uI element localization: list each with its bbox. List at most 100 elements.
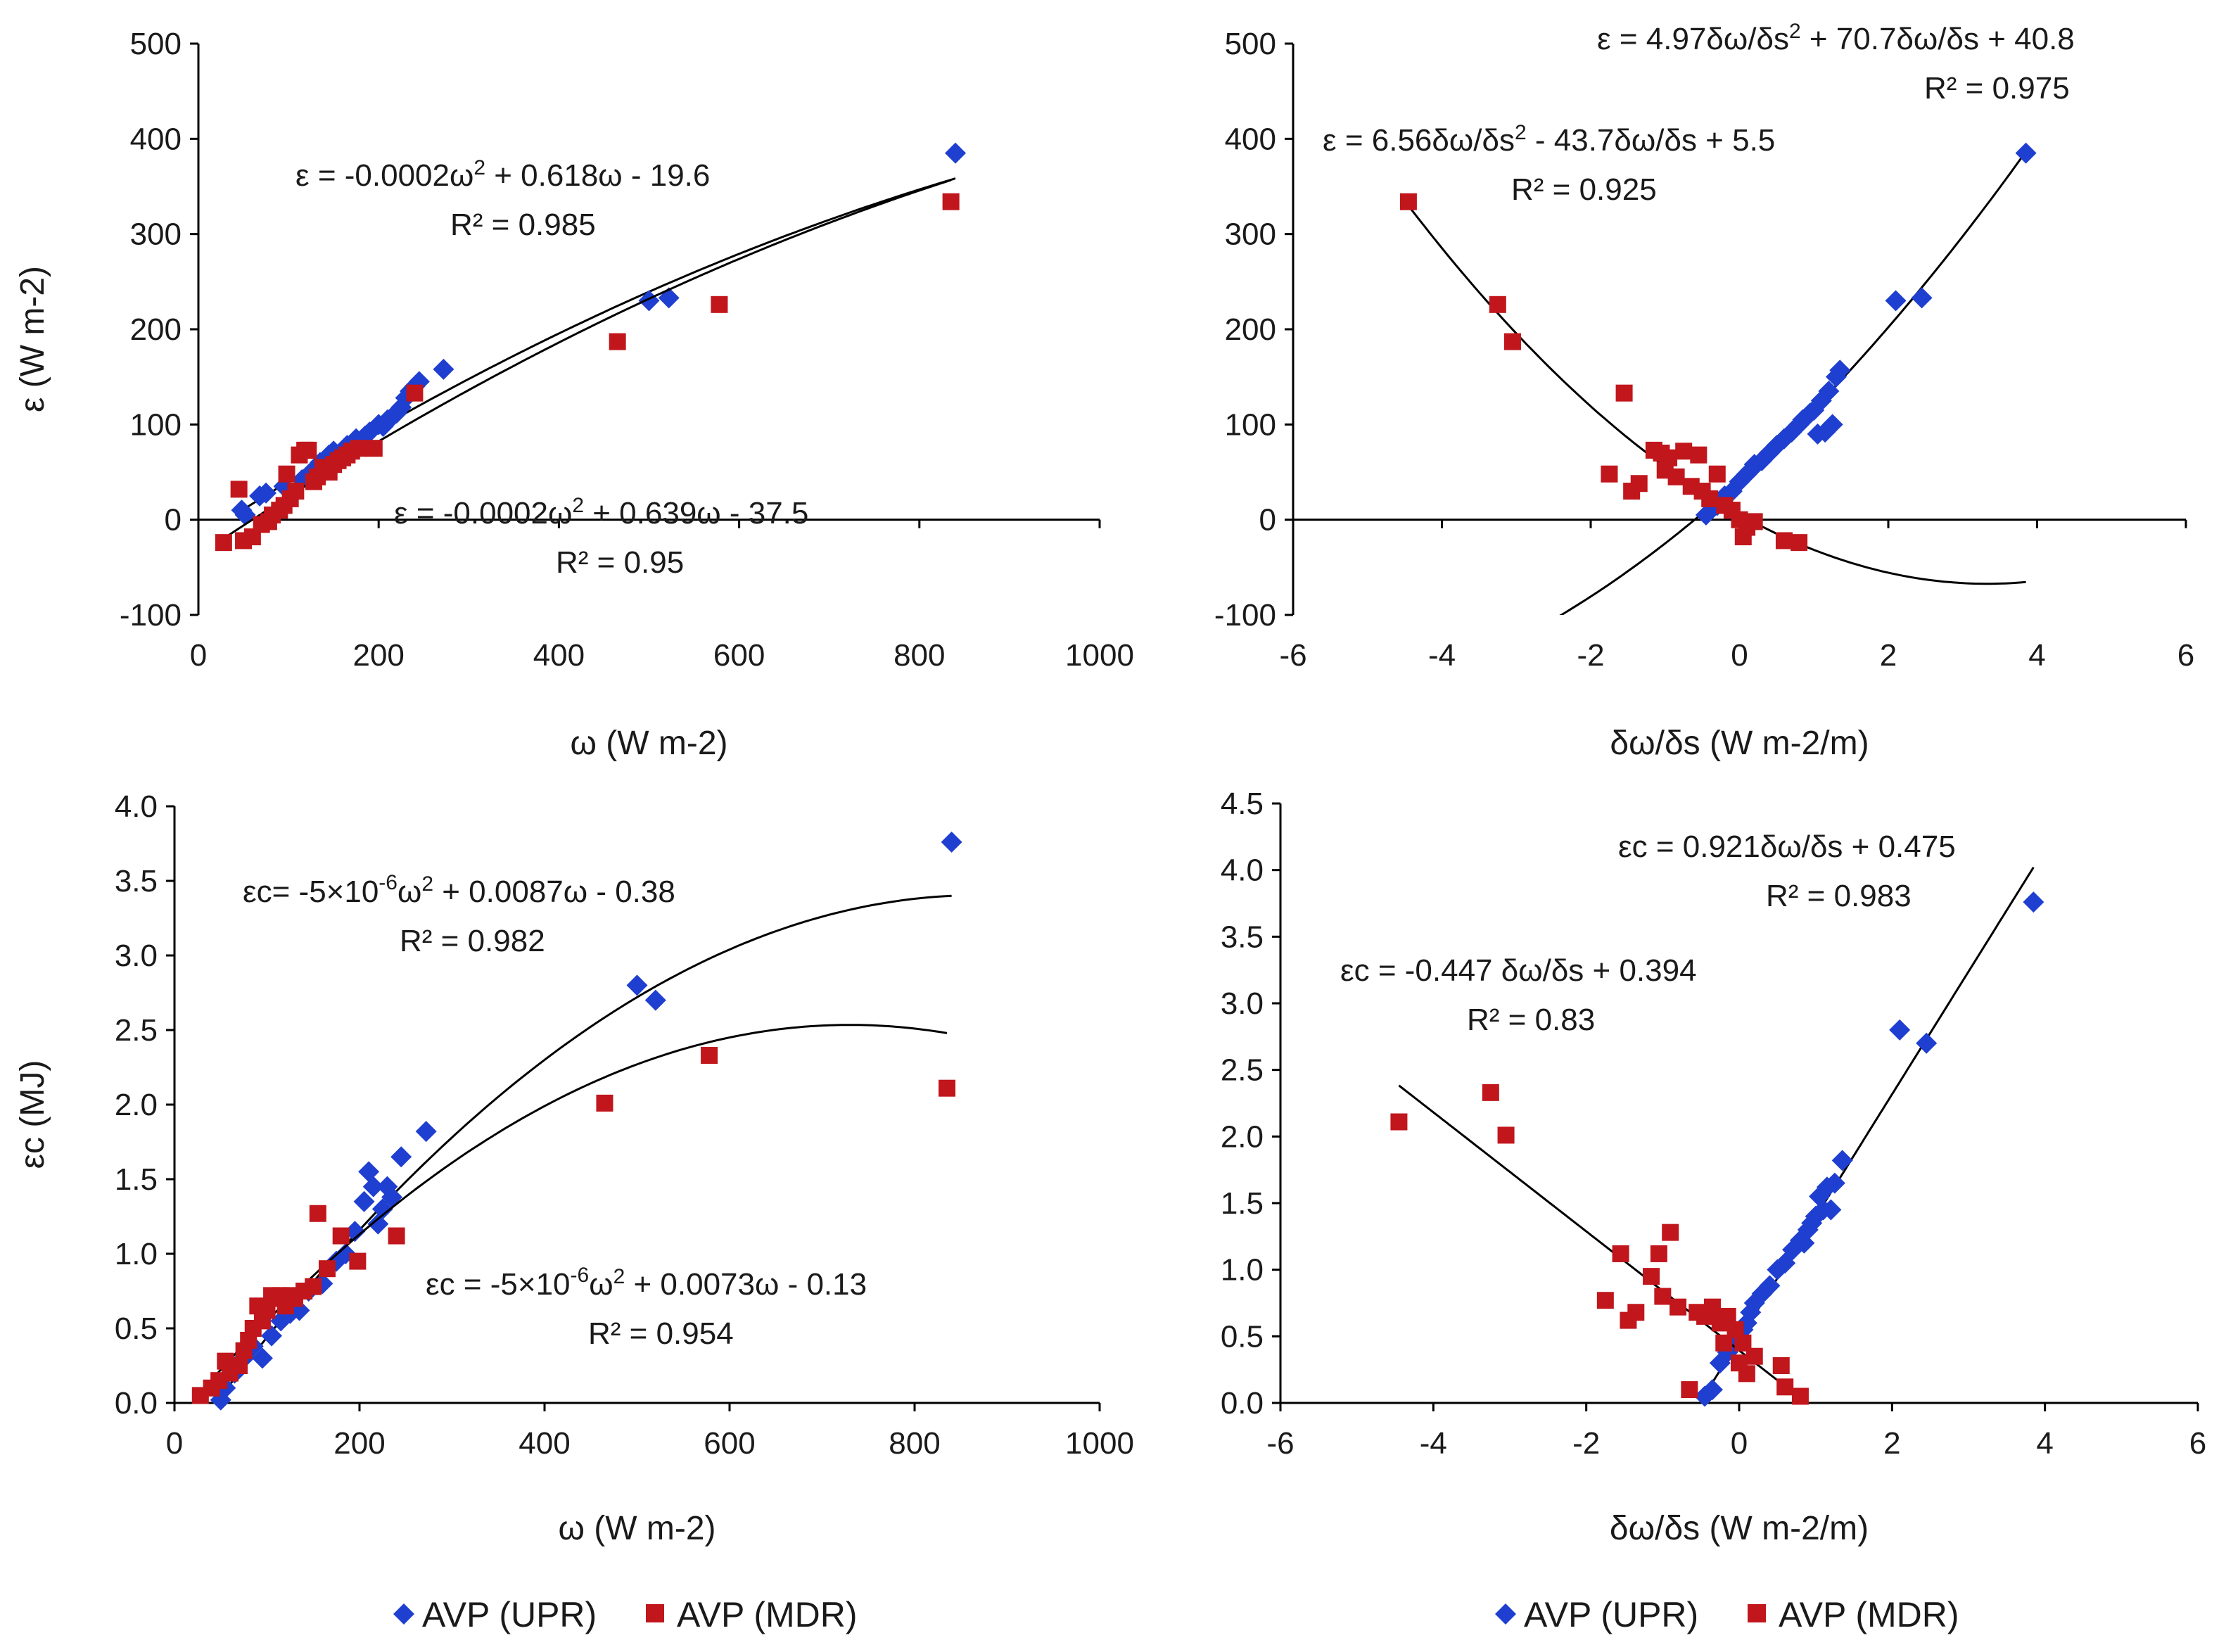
data-point-upr bbox=[1824, 1172, 1845, 1194]
y-tick-label: 400 bbox=[130, 122, 182, 156]
data-point-upr bbox=[1831, 1150, 1853, 1171]
data-point-mdr bbox=[939, 1079, 956, 1097]
data-point-mdr bbox=[609, 333, 626, 350]
data-point-mdr bbox=[350, 440, 368, 457]
x-tick-label: 400 bbox=[519, 1426, 570, 1461]
x-tick-label: -6 bbox=[1279, 638, 1306, 673]
panel-gradient-vs-epsilon: -100 0 100 200 300 400 500 -6 -4 -2 0 2 4 6 δω/δs (W m… bbox=[1214, 20, 2194, 762]
data-point-mdr bbox=[1630, 475, 1648, 493]
data-point-upr bbox=[638, 290, 660, 312]
r-squared-upr: R² = 0.975 bbox=[1924, 71, 2070, 106]
data-point-mdr bbox=[1615, 384, 1633, 402]
data-point-mdr bbox=[1772, 1356, 1790, 1374]
data-point-mdr bbox=[1703, 1298, 1721, 1316]
y-tick-label: 2.5 bbox=[1221, 1053, 1264, 1088]
fit-curve-mdr bbox=[1407, 205, 2026, 585]
data-point-upr bbox=[941, 831, 962, 853]
data-point-mdr bbox=[1503, 333, 1521, 350]
y-tick-label: 0.5 bbox=[115, 1311, 158, 1346]
y-tick-label: 3.5 bbox=[1221, 920, 1264, 954]
y-tick-label: 3.0 bbox=[1221, 986, 1264, 1021]
x-tick-label: 0 bbox=[166, 1426, 183, 1461]
x-axis-title: ω (W m-2) bbox=[558, 1510, 716, 1547]
y-tick-label: 2.5 bbox=[115, 1013, 158, 1048]
y-tick-label: 0.0 bbox=[115, 1386, 158, 1421]
x-axis-title: δω/δs (W m-2/m) bbox=[1610, 1510, 1869, 1547]
legend-right: AVP (UPR) AVP (MDR) bbox=[1495, 1595, 1959, 1634]
y-tick-label: 1.5 bbox=[1221, 1186, 1264, 1221]
data-point-mdr bbox=[701, 1047, 718, 1065]
data-point-mdr bbox=[1601, 465, 1618, 483]
equation-mdr-fit: ε = 6.56δω/δs2 - 43.7δω/δs + 5.5 bbox=[1323, 121, 1775, 158]
x-tick-label: 600 bbox=[704, 1426, 755, 1461]
x-tick-label: 6 bbox=[2177, 638, 2194, 673]
data-point-mdr bbox=[1399, 193, 1417, 210]
y-axis-title: εc (MJ) bbox=[14, 1060, 51, 1169]
data-point-upr bbox=[1889, 1019, 1911, 1041]
legend-upr-label: AVP (UPR) bbox=[422, 1595, 597, 1634]
legend-upr-diamond bbox=[393, 1603, 414, 1625]
data-point-mdr bbox=[1681, 1381, 1698, 1399]
y-tick-label: 0 bbox=[165, 503, 182, 538]
data-point-upr bbox=[433, 358, 454, 380]
data-point-mdr bbox=[1482, 1084, 1499, 1101]
data-point-upr bbox=[344, 1221, 366, 1243]
x-tick-label: 4 bbox=[2036, 1426, 2053, 1461]
data-point-mdr bbox=[287, 483, 305, 500]
x-tick-label: -4 bbox=[1428, 638, 1456, 673]
x-tick-label: 200 bbox=[333, 1426, 385, 1461]
y-tick-label: 1.0 bbox=[115, 1237, 158, 1271]
fit-curve-upr bbox=[215, 894, 952, 1403]
data-point-upr bbox=[2015, 142, 2037, 164]
equation-upr-fit: εc = 0.921δω/δs + 0.475 bbox=[1618, 830, 1956, 864]
y-tick-label: 500 bbox=[130, 27, 182, 61]
y-tick-label: 3.0 bbox=[115, 939, 158, 973]
equation-mdr-fit: ε = -0.0002ω2 + 0.639ω - 37.5 bbox=[394, 494, 808, 530]
y-tick-label: 1.0 bbox=[1221, 1253, 1264, 1288]
data-point-upr bbox=[2023, 891, 2044, 913]
y-tick-label: 300 bbox=[130, 217, 182, 252]
y-tick-label: 4.0 bbox=[1221, 853, 1264, 888]
data-point-mdr bbox=[1791, 534, 1808, 552]
data-point-mdr bbox=[942, 193, 960, 210]
data-point-mdr bbox=[1612, 1245, 1629, 1262]
data-point-mdr bbox=[349, 1252, 367, 1270]
legend-mdr-square bbox=[646, 1604, 664, 1622]
data-point-upr bbox=[945, 142, 967, 164]
data-point-upr bbox=[1701, 1379, 1723, 1401]
y-tick-label: 100 bbox=[1225, 407, 1276, 442]
data-point-mdr bbox=[711, 296, 728, 313]
y-tick-label: -100 bbox=[120, 598, 182, 633]
x-tick-label: 4 bbox=[2028, 638, 2045, 673]
x-tick-label: -6 bbox=[1266, 1426, 1294, 1461]
data-point-mdr bbox=[1489, 296, 1506, 313]
y-tick-label: 200 bbox=[1225, 312, 1276, 347]
equation-upr-fit: ε = 4.97δω/δs2 + 70.7δω/δs + 40.8 bbox=[1597, 20, 2075, 56]
y-tick-label: 400 bbox=[1225, 122, 1276, 156]
data-point-mdr bbox=[1791, 1387, 1809, 1405]
legend-mdr-label: AVP (MDR) bbox=[677, 1595, 858, 1634]
data-point-mdr bbox=[1667, 468, 1685, 485]
data-point-mdr bbox=[1596, 1292, 1614, 1309]
x-tick-label: 0 bbox=[190, 638, 207, 673]
chart-marks: 0.0 0.5 1.0 1.5 2.0 2.5 3.0 3.5 4.0 4.5 -6 -4 -2 0 2 4 6… bbox=[1221, 787, 2206, 1547]
data-point-mdr bbox=[1675, 443, 1693, 460]
data-point-upr bbox=[1821, 414, 1843, 436]
data-point-mdr bbox=[365, 440, 383, 457]
data-point-upr bbox=[1759, 1275, 1781, 1297]
y-tick-label: 0.5 bbox=[1221, 1319, 1264, 1354]
y-tick-label: 300 bbox=[1225, 217, 1276, 252]
data-point-mdr bbox=[1662, 1224, 1679, 1241]
y-tick-label: 100 bbox=[130, 407, 182, 442]
x-tick-label: 0 bbox=[1731, 638, 1748, 673]
legend-mdr-label: AVP (MDR) bbox=[1779, 1595, 1959, 1634]
data-point-upr bbox=[251, 1347, 273, 1369]
y-tick-label: 2.0 bbox=[1221, 1119, 1264, 1154]
x-tick-label: 1000 bbox=[1065, 638, 1134, 673]
data-point-mdr bbox=[231, 1357, 248, 1374]
equation-mdr-fit: εc = -5×10-6ω2 + 0.0073ω - 0.13 bbox=[426, 1264, 867, 1302]
data-point-upr bbox=[1820, 1199, 1842, 1221]
panel-gradient-vs-epsilon-c: 0.0 0.5 1.0 1.5 2.0 2.5 3.0 3.5 4.0 4.5 -6 -4 -2 0 2 4 6… bbox=[1221, 787, 2206, 1547]
legend-upr-label: AVP (UPR) bbox=[1524, 1595, 1698, 1634]
